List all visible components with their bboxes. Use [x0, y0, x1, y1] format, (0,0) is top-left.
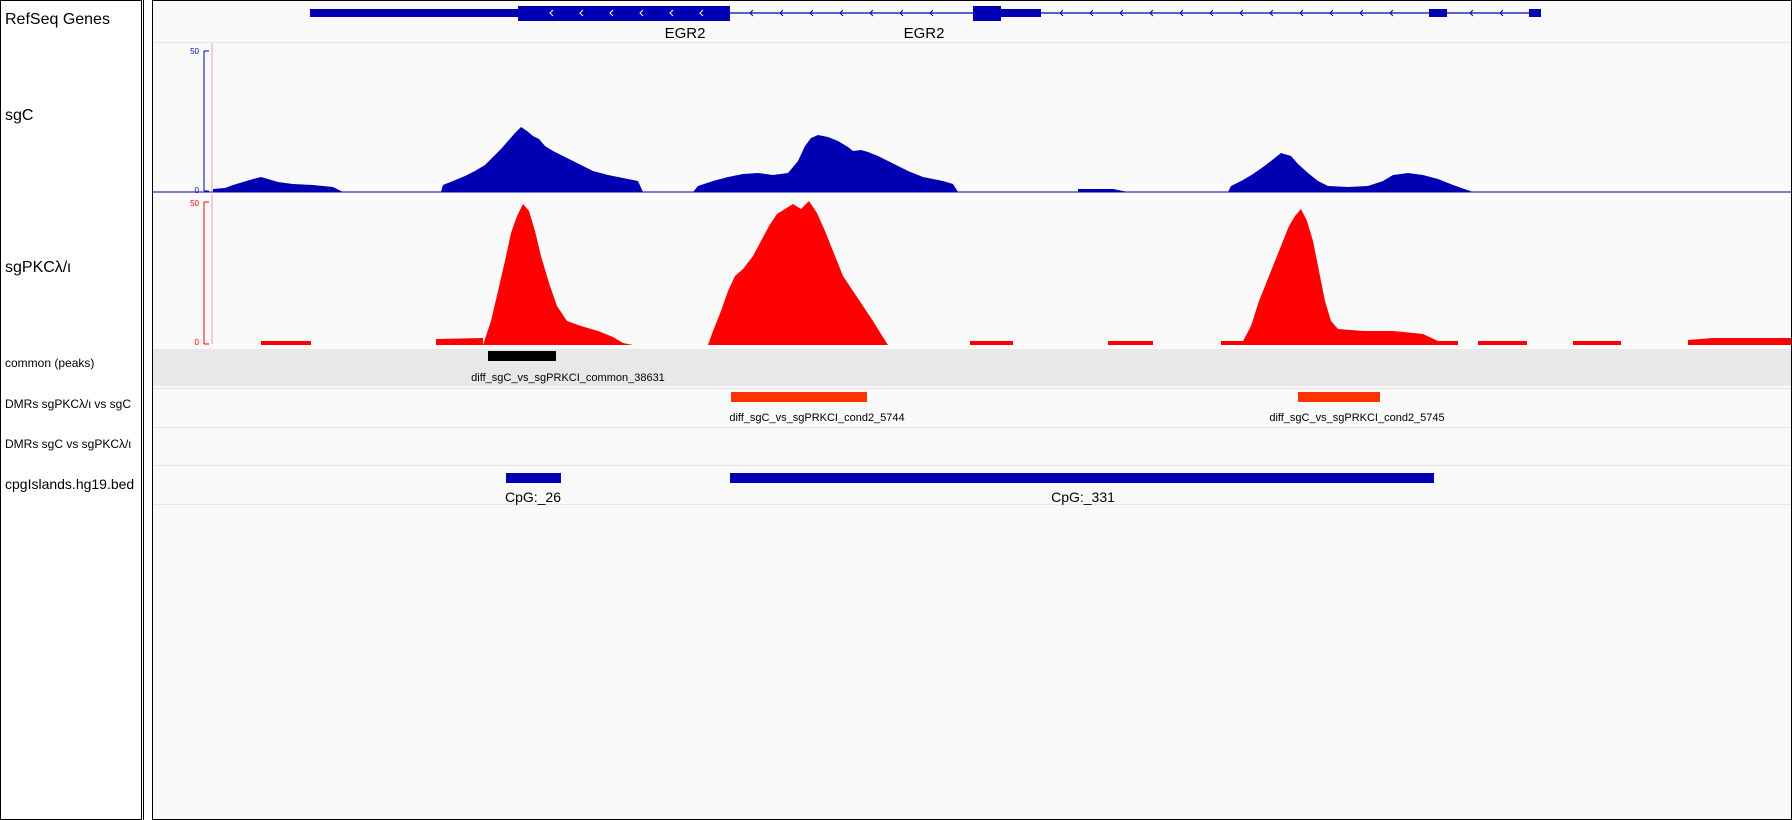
- strand-arrow-icon: [1329, 9, 1334, 17]
- gene-exon-block: [973, 6, 1001, 21]
- strand-arrow-icon: [639, 9, 644, 17]
- gene-utr-block: [1529, 9, 1541, 17]
- track-name-dmrs-sgpkc-vs-sgc[interactable]: DMRs sgPKCλ/ι vs sgC: [5, 397, 132, 411]
- sgpkc-coverage-area: [261, 201, 1791, 345]
- cpg-island-331[interactable]: [730, 473, 1434, 483]
- strand-arrow-icon: [1239, 9, 1244, 17]
- common-peak-feature[interactable]: [488, 351, 556, 361]
- common-peaks-track-bg: [153, 349, 1791, 386]
- row-separator: [153, 465, 1791, 466]
- cpg-label-331: CpG:_331: [1051, 489, 1115, 505]
- strand-arrow-icon: [549, 9, 554, 17]
- row-separator: [153, 388, 1791, 389]
- cpg-label-26: CpG:_26: [505, 489, 561, 505]
- strand-arrow-icon: [1149, 9, 1154, 17]
- strand-arrow-icon: [1179, 9, 1184, 17]
- sgc-scale-max: 50: [190, 47, 199, 56]
- gene-label-1: EGR2: [665, 25, 706, 42]
- gene-utr-block: [310, 9, 518, 17]
- gene-utr-block: [1429, 9, 1447, 17]
- dmr-feature-5744[interactable]: [731, 392, 867, 402]
- strand-arrow-icon: [839, 9, 844, 17]
- strand-arrow-icon: [929, 9, 934, 17]
- strand-arrow-icon: [669, 9, 674, 17]
- strand-arrow-icon: [779, 9, 784, 17]
- sgc-scale-min: 0: [195, 186, 200, 195]
- panel-divider[interactable]: [143, 0, 146, 820]
- strand-arrow-icon: [1299, 9, 1304, 17]
- gene-label-2: EGR2: [904, 25, 945, 42]
- strand-arrow-icon: [899, 9, 904, 17]
- strand-arrow-icon: [869, 9, 874, 17]
- strand-arrow-icon: [1089, 9, 1094, 17]
- track-names-panel: RefSeq Genes sgC sgPKCλ/ι common (peaks)…: [0, 0, 142, 820]
- dmr-label-5745: diff_sgC_vs_sgPRKCI_cond2_5745: [1269, 412, 1444, 424]
- row-separator: [153, 504, 1791, 505]
- track-name-common-peaks[interactable]: common (peaks): [5, 356, 95, 370]
- strand-arrow-icon: [1209, 9, 1214, 17]
- strand-arrow-icon: [749, 9, 754, 17]
- strand-arrow-icon: [1359, 9, 1364, 17]
- track-name-dmrs-sgc-vs-sgpkc[interactable]: DMRs sgC vs sgPKCλ/ι: [5, 437, 132, 451]
- sgc-signal-track[interactable]: 50 0: [153, 43, 1792, 195]
- gene-exon-block: [518, 6, 730, 21]
- strand-arrow-icon: [699, 9, 704, 17]
- track-name-cpg-islands[interactable]: cpgIslands.hg19.bed: [5, 476, 135, 492]
- strand-arrow-icon: [579, 9, 584, 17]
- track-name-refseq-genes[interactable]: RefSeq Genes: [5, 11, 110, 28]
- dmr-feature-5745[interactable]: [1298, 392, 1380, 402]
- data-panel: EGR2 EGR2 50 0 50 0 diff_sgC_vs_sgPRKCI_…: [152, 0, 1792, 820]
- row-separator: [153, 427, 1791, 428]
- gene-model-egr2[interactable]: [310, 6, 1541, 21]
- sgpkc-scale-min: 0: [195, 338, 200, 347]
- sgc-coverage-area: [213, 127, 1473, 192]
- cpg-island-26[interactable]: [506, 473, 561, 483]
- sgpkc-signal-track[interactable]: 50 0: [190, 194, 1792, 347]
- strand-arrow-icon: [1499, 9, 1504, 17]
- strand-arrow-icon: [1059, 9, 1064, 17]
- common-peak-label: diff_sgC_vs_sgPRKCI_common_38631: [471, 372, 665, 384]
- strand-arrow-icon: [1389, 9, 1394, 17]
- track-name-sgc[interactable]: sgC: [5, 107, 34, 124]
- strand-arrow-icon: [609, 9, 614, 17]
- dmr-label-5744: diff_sgC_vs_sgPRKCI_cond2_5744: [729, 412, 904, 424]
- sgpkc-scale-max: 50: [190, 199, 199, 208]
- strand-arrow-icon: [1469, 9, 1474, 17]
- strand-arrow-icon: [809, 9, 814, 17]
- tracks-canvas: EGR2 EGR2 50 0 50 0 diff_sgC_vs_sgPRKCI_…: [153, 6, 1792, 505]
- strand-arrow-icon: [1269, 9, 1274, 17]
- strand-arrow-icon: [1119, 9, 1124, 17]
- gene-utr-block: [1001, 9, 1041, 17]
- row-separator: [153, 42, 1791, 43]
- track-name-sgpkc[interactable]: sgPKCλ/ι: [5, 259, 71, 276]
